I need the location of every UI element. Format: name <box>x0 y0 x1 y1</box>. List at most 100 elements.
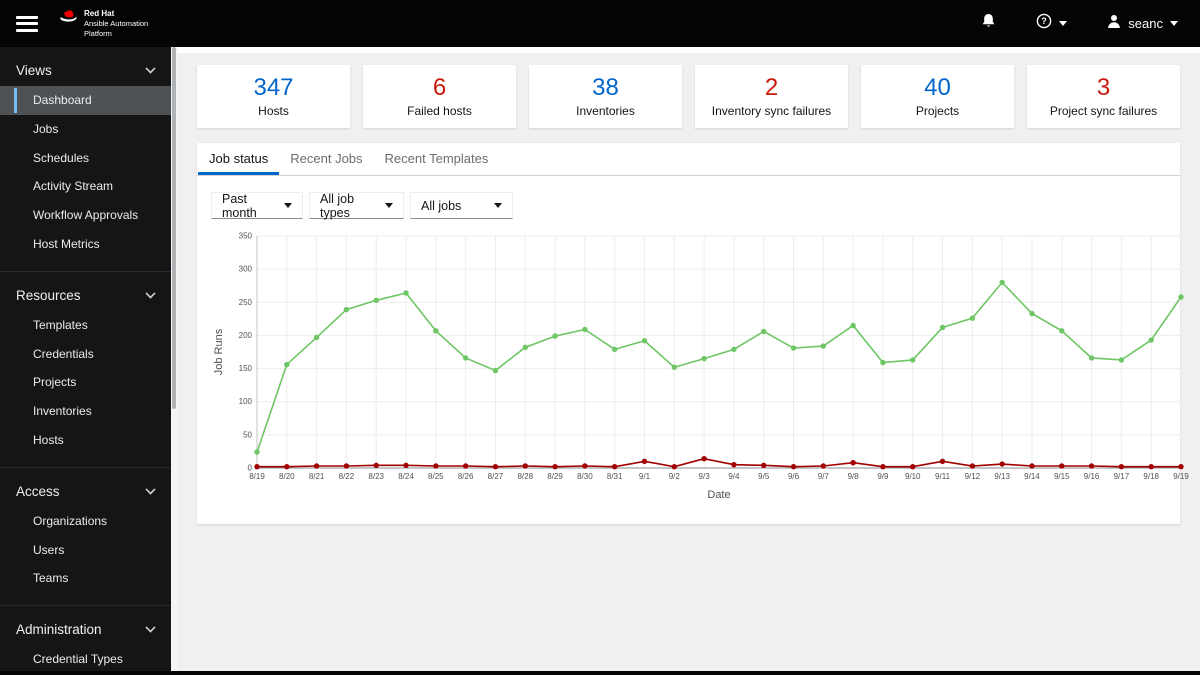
sidebar-item-templates[interactable]: Templates <box>33 317 88 332</box>
filter-select-past-month[interactable]: Past month <box>211 192 303 220</box>
brand-text: Red Hat Ansible Automation Platform <box>84 9 149 38</box>
sidebar-item-inventories[interactable]: Inventories <box>33 404 92 419</box>
filter-select-all-jobs[interactable]: All jobs <box>410 192 513 219</box>
stat-value: 40 <box>924 74 951 102</box>
svg-text:8/29: 8/29 <box>547 472 563 481</box>
sidebar-item-credential-types[interactable]: Credential Types <box>33 652 123 667</box>
sidebar-nav: Views Dashboard Jobs Schedules Activity Stre… <box>0 47 171 675</box>
svg-text:?: ? <box>1042 16 1048 26</box>
nav-toggle-button[interactable] <box>16 15 38 32</box>
stat-card-project-sync-failures[interactable]: 3 Project sync failures <box>1027 65 1180 128</box>
svg-text:9/4: 9/4 <box>728 472 740 481</box>
stat-card-projects[interactable]: 40 Projects <box>861 65 1014 128</box>
svg-text:9/7: 9/7 <box>818 472 830 481</box>
job-runs-chart: 8/19 8/20 8/21 8/22 8/23 8/24 8/25 8/26 8/27 8/28… <box>213 232 1189 502</box>
nav-section-resources: Resources Templates Credentials Projects Inv… <box>0 270 171 467</box>
user-menu-button[interactable]: seanc <box>1107 14 1178 34</box>
svg-text:Date: Date <box>707 489 730 501</box>
sidebar-item-teams[interactable]: Teams <box>33 571 69 586</box>
svg-text:300: 300 <box>239 265 253 274</box>
svg-text:9/9: 9/9 <box>877 472 889 481</box>
svg-text:8/22: 8/22 <box>339 472 355 481</box>
nav-section-views: Views Dashboard Jobs Schedules Activity Stre… <box>0 47 171 271</box>
sidebar-item-activity-stream[interactable]: Activity Stream <box>33 179 114 194</box>
stat-card-inventory-sync-failures[interactable]: 2 Inventory sync failures <box>695 65 848 128</box>
filter-select-value: All jobs <box>421 198 462 213</box>
stat-label: Project sync failures <box>1049 103 1158 118</box>
chevron-down-icon <box>145 484 156 495</box>
svg-text:9/3: 9/3 <box>699 472 711 481</box>
sidebar-scrollbar[interactable] <box>171 47 177 671</box>
stat-card-inventories[interactable]: 38 Inventories <box>529 65 682 128</box>
tab-job-status[interactable]: Job status <box>198 143 280 175</box>
svg-text:8/24: 8/24 <box>398 472 414 481</box>
nav-section-toggle-access[interactable]: Access <box>0 478 171 507</box>
sidebar-item-dashboard[interactable]: Dashboard <box>0 86 171 115</box>
svg-text:9/13: 9/13 <box>994 472 1010 481</box>
stat-card-failed-hosts[interactable]: 6 Failed hosts <box>363 65 516 128</box>
nav-section-toggle-resources[interactable]: Resources <box>0 282 171 311</box>
svg-text:8/26: 8/26 <box>458 472 474 481</box>
stat-value: 38 <box>592 74 619 102</box>
svg-text:150: 150 <box>239 364 253 373</box>
nav-section-access: Access Organizations Users Teams <box>0 466 171 605</box>
masthead: Red Hat Ansible Automation Platform ? <box>0 0 1200 47</box>
svg-text:250: 250 <box>239 298 253 307</box>
svg-text:9/18: 9/18 <box>1143 472 1159 481</box>
nav-section-toggle-views[interactable]: Views <box>0 57 171 86</box>
svg-text:8/20: 8/20 <box>279 472 295 481</box>
svg-text:350: 350 <box>239 232 253 241</box>
svg-text:9/10: 9/10 <box>905 472 921 481</box>
stat-value: 6 <box>432 74 447 102</box>
sidebar-item-schedules[interactable]: Schedules <box>33 150 90 165</box>
job-status-panel: Job status Recent Jobs Recent Templates Pa… <box>197 143 1189 524</box>
scrollbar-thumb[interactable] <box>172 47 176 409</box>
filter-select-all-job-types[interactable]: All job types <box>309 191 404 220</box>
nav-section-label: Views <box>16 63 52 78</box>
username-label: seanc <box>1128 16 1163 31</box>
svg-text:9/16: 9/16 <box>1084 472 1100 481</box>
tab-recent-jobs[interactable]: Recent Jobs <box>290 151 363 166</box>
caret-down-icon <box>385 203 393 208</box>
chevron-down-icon <box>145 288 156 299</box>
chevron-down-icon <box>1059 21 1068 26</box>
brand-logo: Red Hat Ansible Automation Platform <box>60 9 148 38</box>
filter-select-value: All job types <box>320 191 355 220</box>
sidebar-item-credentials[interactable]: Credentials <box>33 346 94 361</box>
sidebar-item-host-metrics[interactable]: Host Metrics <box>33 236 100 251</box>
stat-label: Hosts <box>258 103 289 118</box>
help-menu-button[interactable]: ? <box>1036 13 1068 34</box>
svg-text:9/6: 9/6 <box>788 472 800 481</box>
nav-section-label: Administration <box>16 622 102 638</box>
stat-label: Inventories <box>576 103 635 118</box>
notifications-button[interactable] <box>981 13 996 34</box>
sidebar-item-users[interactable]: Users <box>33 542 65 557</box>
sidebar-item-jobs[interactable]: Jobs <box>33 121 59 136</box>
stat-value: 347 <box>253 74 294 102</box>
sidebar-item-projects[interactable]: Projects <box>33 375 77 390</box>
svg-text:8/31: 8/31 <box>607 472 623 481</box>
stat-value: 3 <box>1096 74 1111 102</box>
svg-text:9/5: 9/5 <box>758 472 770 481</box>
sidebar-item-hosts[interactable]: Hosts <box>33 432 64 447</box>
caret-down-icon <box>494 203 502 208</box>
sidebar-item-workflow-approvals[interactable]: Workflow Approvals <box>33 208 139 223</box>
filter-toolbar: Past month All job types All jobs <box>197 176 1180 220</box>
tab-recent-templates[interactable]: Recent Templates <box>384 151 489 166</box>
user-icon <box>1107 14 1121 34</box>
stat-card-hosts[interactable]: 347 Hosts <box>197 65 350 128</box>
svg-text:8/23: 8/23 <box>368 472 384 481</box>
svg-text:9/19: 9/19 <box>1173 472 1189 481</box>
nav-section-label: Access <box>16 483 60 499</box>
svg-text:8/19: 8/19 <box>249 472 265 481</box>
svg-text:9/11: 9/11 <box>935 472 951 481</box>
stat-label: Projects <box>915 103 960 118</box>
nav-section-toggle-administration[interactable]: Administration <box>0 616 171 645</box>
stat-value: 2 <box>764 74 779 102</box>
tab-bar: Job status Recent Jobs Recent Templates <box>197 143 1180 176</box>
sidebar-item-organizations[interactable]: Organizations <box>33 513 108 528</box>
caret-down-icon <box>284 203 292 208</box>
svg-text:8/28: 8/28 <box>517 472 533 481</box>
